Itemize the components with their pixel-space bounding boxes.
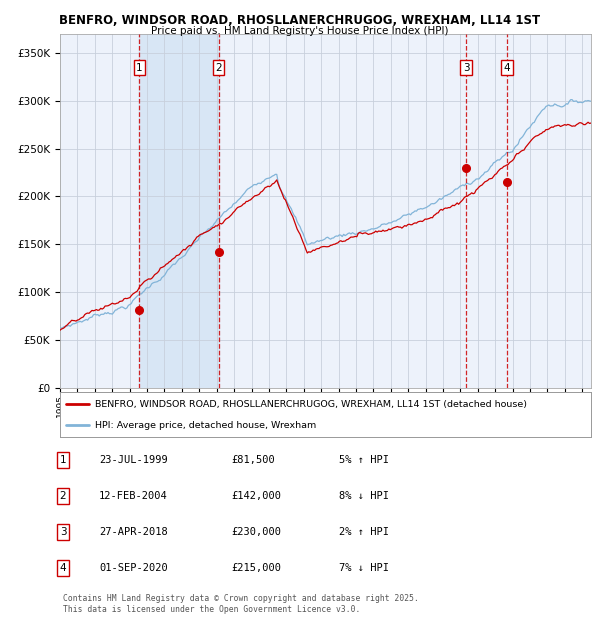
- Text: BENFRO, WINDSOR ROAD, RHOSLLANERCHRUGOG, WREXHAM, LL14 1ST (detached house): BENFRO, WINDSOR ROAD, RHOSLLANERCHRUGOG,…: [95, 399, 527, 409]
- Text: 3: 3: [59, 527, 67, 537]
- Text: 5% ↑ HPI: 5% ↑ HPI: [339, 455, 389, 465]
- Text: HPI: Average price, detached house, Wrexham: HPI: Average price, detached house, Wrex…: [95, 421, 316, 430]
- Text: 23-JUL-1999: 23-JUL-1999: [99, 455, 168, 465]
- Text: 12-FEB-2004: 12-FEB-2004: [99, 491, 168, 501]
- Bar: [139, 34, 219, 388]
- Text: 2: 2: [59, 491, 67, 501]
- Text: 2: 2: [215, 63, 222, 73]
- Text: 4: 4: [59, 563, 67, 573]
- Text: 8% ↓ HPI: 8% ↓ HPI: [339, 491, 389, 501]
- Text: 1: 1: [59, 455, 67, 465]
- Text: 3: 3: [463, 63, 469, 73]
- Text: Contains HM Land Registry data © Crown copyright and database right 2025.
This d: Contains HM Land Registry data © Crown c…: [63, 595, 419, 614]
- Text: 7% ↓ HPI: 7% ↓ HPI: [339, 563, 389, 573]
- Text: £142,000: £142,000: [231, 491, 281, 501]
- Text: £230,000: £230,000: [231, 527, 281, 537]
- Text: BENFRO, WINDSOR ROAD, RHOSLLANERCHRUGOG, WREXHAM, LL14 1ST: BENFRO, WINDSOR ROAD, RHOSLLANERCHRUGOG,…: [59, 14, 541, 27]
- Text: £81,500: £81,500: [231, 455, 275, 465]
- Text: 2% ↑ HPI: 2% ↑ HPI: [339, 527, 389, 537]
- Text: Price paid vs. HM Land Registry's House Price Index (HPI): Price paid vs. HM Land Registry's House …: [151, 26, 449, 36]
- Text: 4: 4: [503, 63, 510, 73]
- Text: 01-SEP-2020: 01-SEP-2020: [99, 563, 168, 573]
- Text: £215,000: £215,000: [231, 563, 281, 573]
- Text: 1: 1: [136, 63, 143, 73]
- Text: 27-APR-2018: 27-APR-2018: [99, 527, 168, 537]
